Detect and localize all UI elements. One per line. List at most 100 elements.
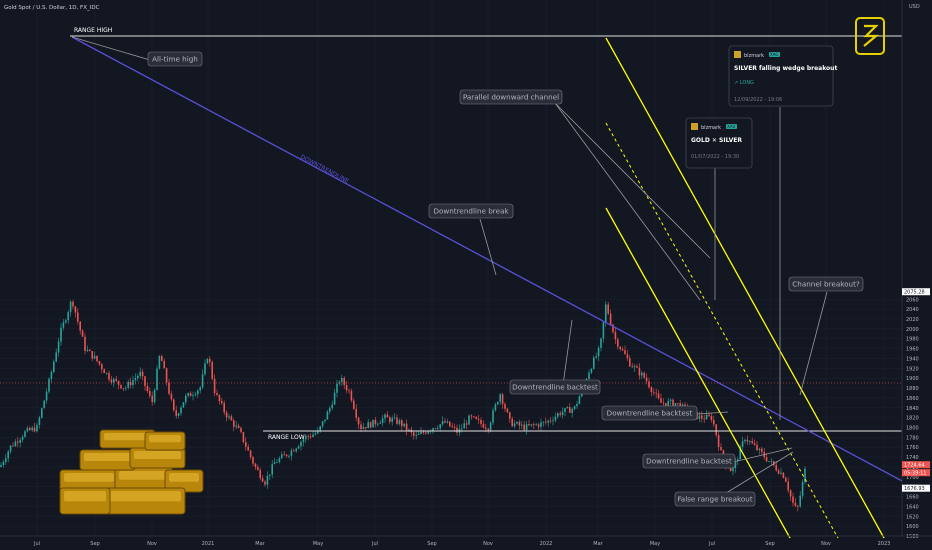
candle [113,377,115,388]
candle [19,437,21,448]
candle [631,362,633,368]
candle [264,480,266,487]
y-tick-label: 1580 [906,534,919,540]
candle [7,449,9,463]
candle [331,400,333,411]
price-marker: 1676.93 [902,484,930,492]
candle [48,377,50,394]
x-tick-label: 2022 [540,541,553,547]
candle [357,416,360,430]
candle [794,498,797,508]
candle [739,444,741,460]
candle [31,425,33,432]
candle [278,456,281,464]
candle [345,381,348,394]
price-marker: 2075.28 [902,288,930,296]
candle [91,350,93,362]
brand-logo [855,17,885,55]
candle [300,440,302,451]
candle [17,436,19,448]
candle [209,356,211,367]
y-tick-label: 1980 [906,337,919,343]
candle [139,367,141,379]
candle [588,369,590,380]
candle [717,432,720,452]
y-tick-label: 1900 [906,376,919,382]
candle [283,450,285,456]
candle [177,412,180,419]
candle [228,413,230,421]
svg-text:1724.64: 1724.64 [904,463,925,469]
candle [398,418,401,426]
candle [374,416,377,428]
candle [785,476,787,483]
candle [290,447,293,461]
candle [619,345,621,352]
candle [473,415,475,418]
candle [540,418,542,431]
candle [269,474,271,480]
x-tick-label: May [313,541,323,547]
candle [187,392,189,398]
candle [273,457,276,465]
candle [641,370,643,380]
candle [600,337,602,352]
candle [288,454,290,459]
candle [201,369,204,390]
candle [465,420,468,430]
candle [701,411,703,423]
candle [708,411,710,418]
candle [415,430,417,440]
author-avatar [691,123,698,130]
svg-text:XAU: XAU [727,124,735,129]
candle [321,420,324,429]
candle [372,419,374,428]
candle [38,415,41,429]
candle [350,388,353,403]
svg-text:GOLD ✕ SILVER: GOLD ✕ SILVER [691,137,742,144]
candle [792,492,794,507]
candle [129,377,132,389]
candle [645,373,648,385]
candle [463,418,465,429]
candle [149,387,151,399]
candle [672,398,674,407]
gold-bars-image [59,429,204,515]
x-tick-label: Nov [483,541,493,547]
candle [213,374,216,397]
candle [391,415,393,426]
candle [607,301,609,315]
x-tick-label: Jul [33,541,40,547]
candle [168,378,170,396]
candle [89,349,91,352]
candle [182,402,185,408]
candle [96,355,98,363]
candle [401,418,403,431]
y-tick-label: 1760 [906,445,919,451]
candle [417,431,420,436]
candle [667,397,669,407]
candle [713,415,715,427]
y-tick-label: 1960 [906,347,919,353]
x-tick-label: Sep [427,541,436,547]
candle [797,504,799,512]
candle [434,427,437,430]
candle [355,404,357,421]
x-tick-label: Mar [593,541,603,547]
y-tick-label: 1820 [906,416,919,422]
candle [245,437,247,451]
candle [633,363,636,372]
price-marker: 1724.64 [902,461,930,469]
candle [125,385,127,392]
candle [249,449,252,460]
candle [761,446,763,455]
annotation-false-range-breakout: False range breakout [674,491,756,507]
candle [14,439,17,447]
candle [33,423,36,433]
countdown-text: 05:39:11 [904,471,926,477]
candle [741,436,744,451]
candle [521,420,523,430]
candle [74,306,77,318]
candle [636,364,638,369]
